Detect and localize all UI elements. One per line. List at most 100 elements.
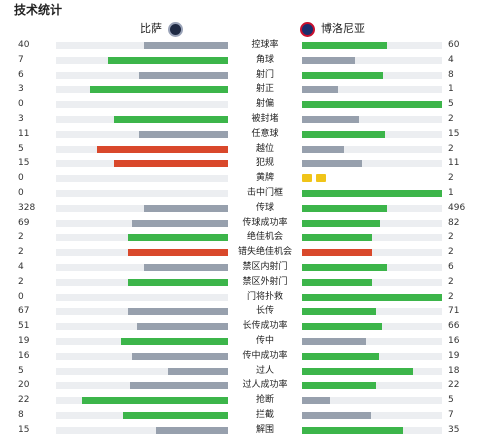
home-stat-value: 3 [18, 84, 24, 95]
home-stat-bar [56, 145, 228, 153]
away-yellow-cards [302, 174, 326, 183]
home-stat-value: 11 [18, 128, 30, 139]
stat-row: 328 传球 496 [0, 201, 500, 216]
stat-row: 20 过人成功率 22 [0, 378, 500, 393]
away-stat-bar [302, 382, 442, 390]
home-stat-bar-fill [143, 204, 228, 212]
away-team-header[interactable]: 博洛尼亚 [300, 21, 365, 37]
stat-label: 任意球 [251, 128, 279, 139]
home-stat-bar-fill [131, 352, 228, 360]
away-stat-value: 7 [448, 409, 454, 420]
away-stat-value: 5 [448, 395, 454, 406]
home-stat-value: 69 [18, 217, 30, 228]
away-stat-bar [302, 367, 442, 375]
home-stat-bar [56, 204, 228, 212]
away-stat-value: 2 [448, 113, 454, 124]
away-stat-bar [302, 426, 442, 434]
away-stat-bar-fill [302, 397, 330, 405]
stat-label: 传中成功率 [242, 350, 288, 361]
home-stat-value: 4 [18, 261, 24, 272]
stat-label: 黄牌 [255, 173, 274, 184]
stat-label: 绝佳机会 [246, 232, 283, 243]
home-stat-bar-fill [114, 160, 228, 168]
away-stat-value: 2 [448, 232, 454, 243]
home-stat-bar [56, 323, 228, 331]
away-stat-bar [302, 56, 442, 64]
stat-label: 长传成功率 [242, 321, 288, 332]
stat-row: 0 击中门框 1 [0, 186, 500, 201]
away-stat-value: 35 [448, 424, 460, 435]
away-stat-bar [302, 337, 442, 345]
home-stat-bar [56, 337, 228, 345]
away-stat-bar [302, 145, 442, 153]
home-stat-value: 0 [18, 173, 24, 184]
away-stat-bar-fill [302, 101, 442, 109]
stat-row: 5 过人 18 [0, 364, 500, 379]
away-stat-bar [302, 293, 442, 301]
away-stat-bar [302, 42, 442, 49]
home-stat-bar-fill [114, 115, 228, 123]
away-stat-value: 2 [448, 143, 454, 154]
away-stat-value: 5 [448, 99, 454, 110]
stat-row: 2 错失绝佳机会 2 [0, 245, 500, 260]
away-stat-bar [302, 219, 442, 227]
away-stat-value: 22 [448, 380, 460, 391]
home-stat-bar-fill [143, 42, 228, 49]
home-stat-bar [56, 115, 228, 123]
stat-row: 15 犯规 11 [0, 156, 500, 171]
stat-label: 错失绝佳机会 [237, 247, 292, 258]
stat-label: 击中门框 [246, 187, 283, 198]
away-stat-bar-fill [302, 263, 388, 271]
home-stat-bar-fill [138, 130, 228, 138]
home-stat-bar-fill [90, 86, 228, 94]
stat-row: 3 射正 1 [0, 82, 500, 97]
away-stat-value: 16 [448, 335, 460, 346]
home-team-name: 比萨 [140, 22, 162, 35]
stat-row: 19 传中 16 [0, 334, 500, 349]
away-stat-value: 2 [448, 276, 454, 287]
home-stat-bar [56, 101, 228, 109]
home-stat-bar [56, 382, 228, 390]
home-stat-bar [56, 263, 228, 271]
stat-row: 0 门将扑救 2 [0, 290, 500, 305]
home-stat-value: 5 [18, 365, 24, 376]
away-stat-bar-fill [302, 130, 385, 138]
home-team-header[interactable]: 比萨 [140, 21, 183, 37]
page-title: 技术统计 [14, 3, 63, 17]
away-stat-bar-fill [302, 56, 356, 64]
away-stat-bar-fill [302, 204, 388, 212]
home-stat-value: 6 [18, 69, 24, 80]
home-stat-bar [56, 71, 228, 79]
home-stat-value: 2 [18, 247, 24, 258]
home-stat-bar-fill [121, 337, 228, 345]
home-stat-value: 5 [18, 143, 24, 154]
home-stat-bar-fill [107, 56, 228, 64]
home-stat-bar [56, 42, 228, 49]
home-stat-bar [56, 189, 228, 197]
stat-label: 射门 [255, 69, 274, 80]
away-stat-bar-fill [302, 278, 372, 286]
stat-row: 15 解围 35 [0, 423, 500, 438]
stat-label: 越位 [255, 143, 274, 154]
away-stat-value: 2 [448, 173, 454, 184]
away-team-crest-icon [300, 21, 315, 37]
yellow-card-icon [302, 174, 312, 183]
away-stat-bar [302, 397, 442, 405]
stat-row: 4 禁区内射门 6 [0, 260, 500, 275]
away-stat-value: 4 [448, 54, 454, 65]
yellow-card-icon [316, 174, 326, 183]
away-stat-bar-fill [302, 189, 442, 197]
home-stat-bar [56, 278, 228, 286]
away-stat-bar-fill [302, 71, 384, 79]
home-stat-bar [56, 160, 228, 168]
away-stat-bar-fill [302, 352, 379, 360]
home-stat-value: 19 [18, 335, 30, 346]
stat-label: 射正 [255, 84, 274, 95]
away-stat-bar-fill [302, 234, 372, 242]
home-stat-value: 3 [18, 113, 24, 124]
stat-row: 5 越位 2 [0, 142, 500, 157]
away-stat-bar [302, 411, 442, 419]
away-stat-bar-fill [302, 293, 442, 301]
away-stat-value: 2 [448, 291, 454, 302]
home-stat-value: 8 [18, 409, 24, 420]
